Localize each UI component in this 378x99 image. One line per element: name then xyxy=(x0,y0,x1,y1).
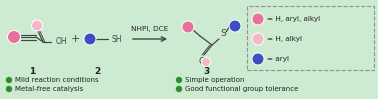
Circle shape xyxy=(6,86,12,92)
Text: Metal-free catalysis: Metal-free catalysis xyxy=(15,86,83,92)
Text: O: O xyxy=(199,58,205,67)
Text: +: + xyxy=(70,34,80,44)
Text: OH: OH xyxy=(56,38,68,47)
Text: 2: 2 xyxy=(94,68,100,77)
Text: NHPI, DCE: NHPI, DCE xyxy=(132,26,169,32)
Circle shape xyxy=(176,86,182,92)
Text: 3: 3 xyxy=(204,68,210,77)
Circle shape xyxy=(252,53,264,65)
Circle shape xyxy=(176,77,182,83)
Text: = H, alkyl: = H, alkyl xyxy=(267,36,302,42)
Text: SH: SH xyxy=(112,35,122,44)
Circle shape xyxy=(84,33,96,45)
Circle shape xyxy=(201,58,211,67)
Circle shape xyxy=(8,30,20,43)
Text: Mild reaction conditions: Mild reaction conditions xyxy=(15,77,99,83)
Circle shape xyxy=(229,20,241,32)
Circle shape xyxy=(31,20,42,31)
Text: = H, aryl, alkyl: = H, aryl, alkyl xyxy=(267,16,320,22)
Circle shape xyxy=(252,13,264,25)
Text: Good functional group tolerance: Good functional group tolerance xyxy=(185,86,298,92)
Text: 1: 1 xyxy=(29,68,35,77)
Text: Simple operation: Simple operation xyxy=(185,77,245,83)
Circle shape xyxy=(6,77,12,83)
Circle shape xyxy=(182,21,194,33)
Text: S: S xyxy=(220,30,226,39)
Text: = aryl: = aryl xyxy=(267,56,289,62)
Circle shape xyxy=(252,33,264,45)
